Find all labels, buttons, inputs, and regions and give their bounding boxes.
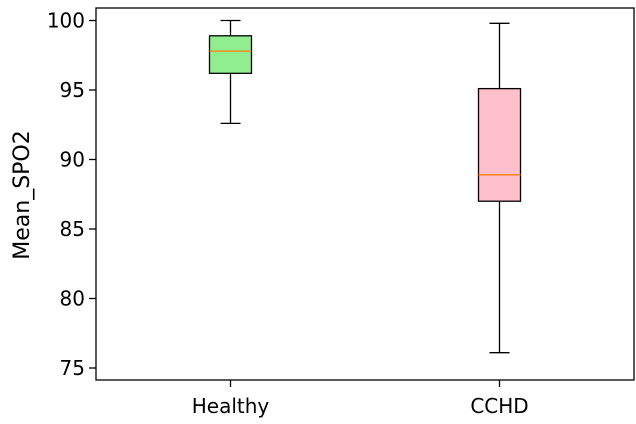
- plot-area: [95, 7, 635, 381]
- y-tick-label: 85: [60, 217, 85, 241]
- box-iqr: [208, 35, 253, 74]
- y-tick-label: 100: [47, 9, 85, 33]
- y-tick-label: 75: [60, 356, 85, 380]
- x-tick-label: Healthy: [192, 394, 270, 418]
- plot-frame: [95, 7, 635, 381]
- y-tick-label: 90: [60, 148, 85, 172]
- box-group-healthy: [208, 19, 253, 125]
- box-iqr: [477, 87, 522, 202]
- y-tick-label: 95: [60, 78, 85, 102]
- box-group-cchd: [477, 22, 522, 354]
- x-axis-ticks: Healthy CCHD: [192, 380, 529, 418]
- y-tick-label: 80: [60, 287, 85, 311]
- y-axis-ticks: 75 80 85 90 95 100: [47, 9, 96, 380]
- y-axis-label: Mean_SPO2: [10, 130, 35, 260]
- x-tick-label: CCHD: [470, 394, 528, 418]
